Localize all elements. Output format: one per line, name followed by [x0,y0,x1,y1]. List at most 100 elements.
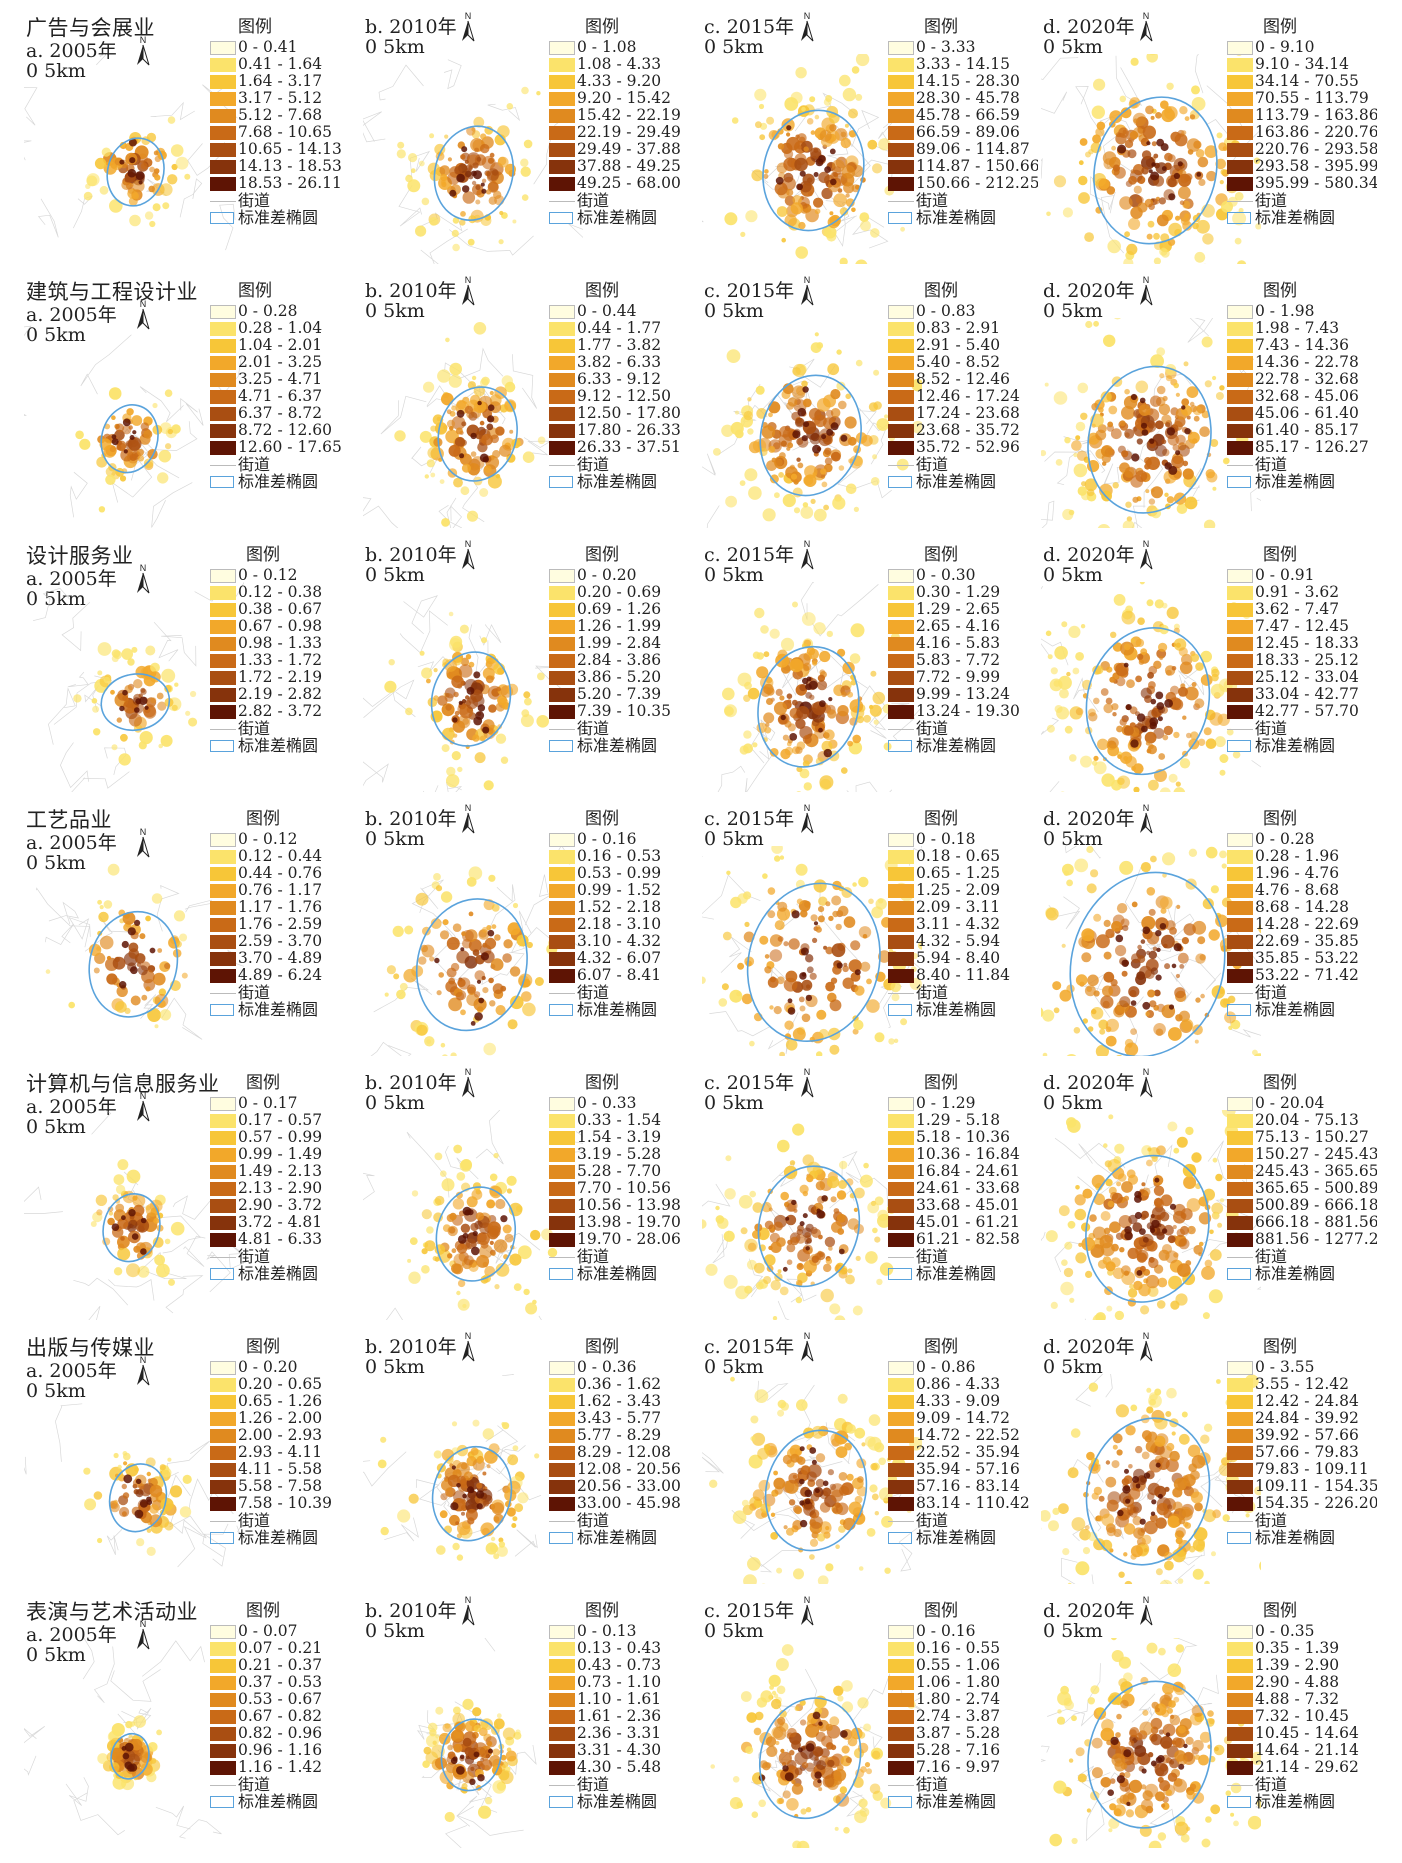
north-arrow-icon: N [1137,274,1155,308]
legend-swatch [210,671,236,685]
legend-class-label: 1.49 - 2.13 [238,1162,323,1180]
legend-class-label: 1.62 - 3.43 [577,1392,662,1410]
map-panel: b. 2010年 0 5km N 图例 0 - 0.16 0.16 - 0.53 0.53 … [363,798,699,1058]
legend-swatch [1227,1165,1253,1179]
legend-street-symbol [210,1257,236,1258]
standard-deviation-ellipse [88,910,179,1018]
scale-bar-label: 0 5km [26,588,86,610]
legend-class: 24.61 - 33.68 [888,1179,1038,1198]
legend-title: 图例 [1263,545,1297,565]
legend-class-label: 0.96 - 1.16 [238,1741,323,1759]
legend-swatch [210,1463,236,1477]
kernel-density-map [24,846,244,1056]
industry-title: 广告与会展业 [26,16,155,40]
legend-ellipse-label: 标准差椭圆 [916,736,997,755]
legend-class-label: 12.50 - 17.80 [577,404,681,422]
legend-title: 图例 [585,1073,619,1093]
legend-class: 1.17 - 1.76 [210,898,360,917]
legend-class: 1.25 - 2.09 [888,881,1038,900]
legend-ellipse-label: 标准差椭圆 [238,736,319,755]
legend-title: 图例 [924,17,958,37]
legend-class-label: 24.84 - 39.92 [1255,1409,1359,1427]
legend-swatch [1227,75,1253,89]
legend-swatch [210,1395,236,1409]
legend-swatch [549,407,575,421]
legend-swatch [1227,705,1253,719]
legend-street-symbol [1227,1521,1253,1522]
legend-class-label: 0 - 1.98 [1255,302,1315,320]
legend-swatch [210,1216,236,1230]
legend-class-label: 2.93 - 4.11 [238,1443,323,1461]
legend-street-symbol [210,729,236,730]
legend-class: 0 - 3.33 [888,38,1038,57]
legend-class: 0 - 0.12 [210,566,360,585]
legend-class: 0.76 - 1.17 [210,881,360,900]
legend-swatch [549,671,575,685]
legend-class: 7.47 - 12.45 [1227,617,1377,636]
standard-deviation-ellipse [100,673,171,732]
legend-swatch [888,322,914,336]
legend-title: 图例 [585,809,619,829]
legend-class: 0.86 - 4.33 [888,1375,1038,1394]
legend-class-label: 24.61 - 33.68 [916,1179,1020,1197]
legend-class: 0.57 - 0.99 [210,1128,360,1147]
legend-class-label: 13.24 - 19.30 [916,702,1020,720]
legend-title: 图例 [1263,17,1297,37]
legend-swatch [888,1165,914,1179]
legend-swatch [549,424,575,438]
legend-ellipse-symbol [1227,1004,1251,1016]
kernel-density-map [24,1110,244,1320]
legend-class-label: 8.72 - 12.60 [238,421,332,439]
north-arrow-icon: N [798,1594,816,1628]
scale-bar-label: 0 5km [704,1620,764,1642]
standard-deviation-ellipse [758,1697,862,1820]
legend-class: 14.72 - 22.52 [888,1426,1038,1445]
legend-swatch [210,143,236,157]
legend-swatch [210,1727,236,1741]
legend-class: 3.86 - 5.20 [549,668,699,687]
legend-swatch [210,850,236,864]
legend-title: 图例 [246,545,280,565]
legend-class: 881.56 - 1277.26 [1227,1230,1377,1249]
legend-swatch [888,1148,914,1162]
legend-swatch [549,373,575,387]
legend-title: 图例 [246,1073,280,1093]
panel-year-label: c. 2015年 [704,1336,795,1358]
map-panel: b. 2010年 0 5km N 图例 0 - 0.33 0.33 - 1.54 1.54 … [363,1062,699,1322]
legend-class-label: 245.43 - 365.65 [1255,1162,1377,1180]
legend-swatch [1227,935,1253,949]
legend-class-label: 150.66 - 212.25 [916,174,1038,192]
legend-class: 9.20 - 15.42 [549,89,699,108]
legend-class-label: 79.83 - 109.11 [1255,1460,1369,1478]
legend-swatch [888,671,914,685]
legend-swatch [210,637,236,651]
legend-class: 61.40 - 85.17 [1227,421,1377,440]
legend-class-label: 4.11 - 5.58 [238,1460,323,1478]
legend-swatch [549,1744,575,1758]
legend-class-label: 1.80 - 2.74 [916,1690,1001,1708]
scale-bar-label: 0 5km [1043,36,1103,58]
legend-class-label: 0 - 0.16 [577,830,637,848]
legend-street-label: 街道 [1255,1247,1288,1266]
legend-class: 2.00 - 2.93 [210,1426,360,1445]
legend: 图例 0 - 0.13 0.13 - 0.43 0.43 - 0.73 0.73 - 1… [549,1596,699,1848]
map-panel: d. 2020年 0 5km N 图例 0 - 9.10 9.10 - 34.14 34.1… [1041,6,1377,266]
legend-class: 0.96 - 1.16 [210,1741,360,1760]
legend-swatch [210,1744,236,1758]
legend-swatch [1227,1693,1253,1707]
svg-text:N: N [804,11,811,21]
legend-class: 0 - 0.41 [210,38,360,57]
legend-swatch [888,356,914,370]
legend-swatch [549,850,575,864]
north-arrow-icon: N [459,1594,477,1628]
legend-class: 0.53 - 0.99 [549,864,699,883]
legend-swatch [888,1412,914,1426]
legend-swatch [210,1131,236,1145]
legend-class: 6.33 - 9.12 [549,370,699,389]
legend-swatch [1227,969,1253,983]
legend-swatch [549,952,575,966]
legend: 图例 0 - 0.36 0.36 - 1.62 1.62 - 3.43 3.43 - 5… [549,1332,699,1584]
legend-swatch [549,177,575,191]
panel-year-label: a. 2005年 [26,40,117,62]
legend-class: 14.28 - 22.69 [1227,915,1377,934]
